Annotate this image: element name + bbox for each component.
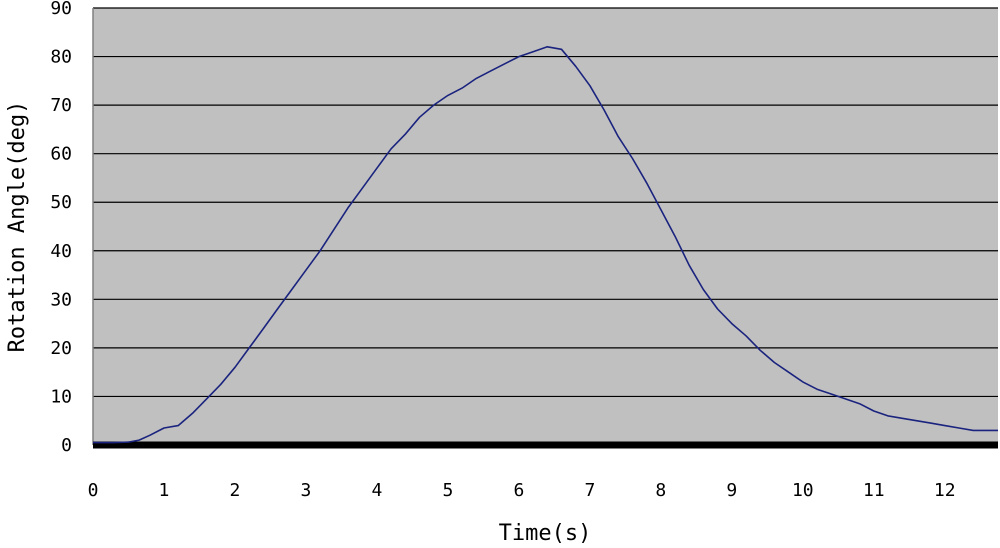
x-tick-label: 9	[726, 480, 737, 501]
gridlines	[93, 7, 998, 398]
y-tick-label: 20	[50, 338, 72, 359]
x-tick-label: 4	[371, 480, 382, 501]
x-tick-label: 5	[442, 480, 453, 501]
x-tick-label: 3	[301, 480, 312, 501]
y-tick-label: 90	[50, 0, 72, 19]
x-tick-label: 10	[792, 480, 814, 501]
y-axis-ticks: 0 10 20 30 40 50 60 70 80 90	[50, 0, 72, 456]
y-tick-label: 0	[61, 435, 72, 456]
x-tick-label: 0	[88, 480, 99, 501]
y-tick-label: 80	[50, 47, 72, 68]
y-tick-label: 70	[50, 95, 72, 116]
plot-area	[93, 8, 998, 445]
x-tick-label: 2	[230, 480, 241, 501]
x-axis-ticks: 0 1 2 3 4 5 6 7 8 9 10 11 12	[88, 480, 956, 501]
y-tick-label: 10	[50, 386, 72, 407]
x-tick-label: 7	[584, 480, 595, 501]
series-line-rotation-angle	[93, 46, 998, 444]
x-tick-label: 12	[934, 480, 956, 501]
y-tick-label: 50	[50, 192, 72, 213]
x-tick-label: 11	[863, 480, 885, 501]
y-tick-label: 60	[50, 144, 72, 165]
y-tick-label: 40	[50, 241, 72, 262]
x-axis-title: Time(s)	[499, 521, 592, 546]
y-tick-label: 30	[50, 289, 72, 310]
x-tick-label: 8	[655, 480, 666, 501]
x-tick-label: 6	[513, 480, 524, 501]
x-tick-label: 1	[159, 480, 170, 501]
axes	[92, 8, 998, 449]
y-axis-title: Rotation Angle(deg)	[5, 101, 30, 353]
